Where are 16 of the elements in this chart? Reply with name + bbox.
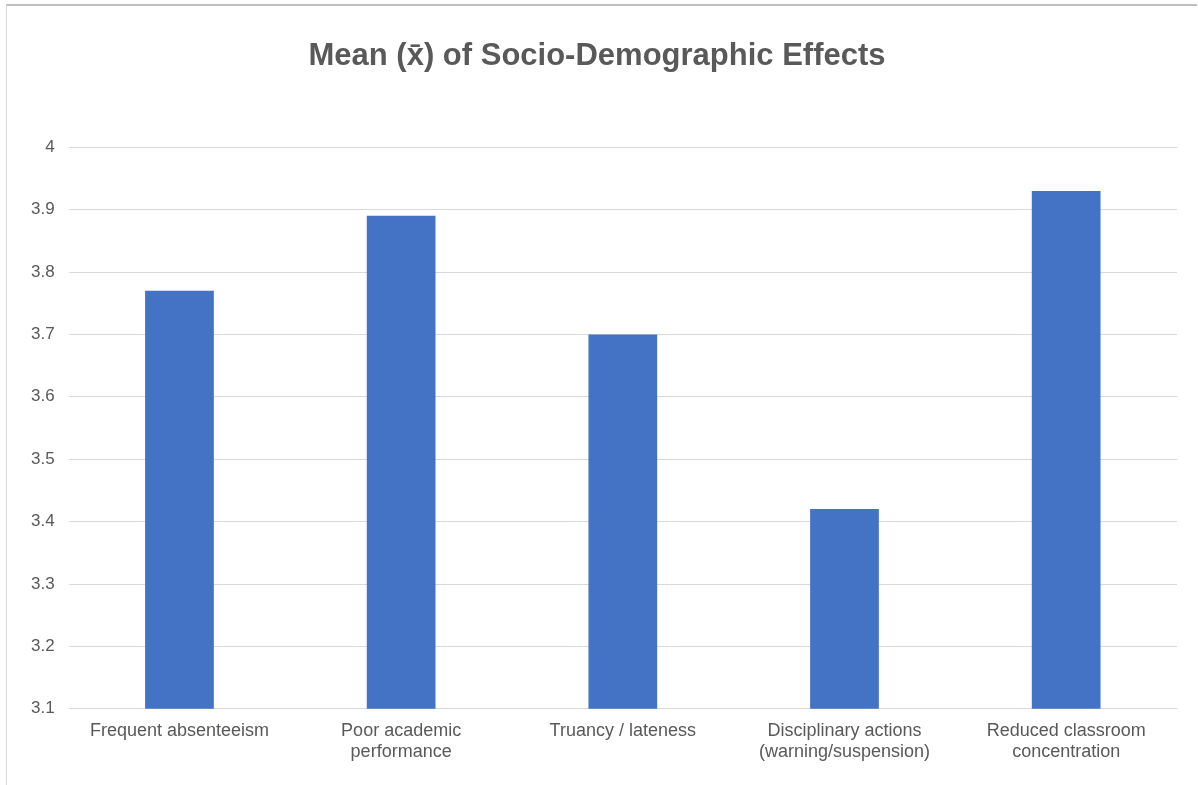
y-tick-label: 3.3	[30, 573, 55, 593]
y-tick-label: 3.4	[30, 511, 55, 531]
x-tick-label: Poor academic performance	[341, 719, 462, 762]
y-tick-label: 4	[45, 136, 55, 156]
y-tick-label: 3.8	[30, 261, 55, 281]
x-tick-label: Reduced classroom concentration	[986, 719, 1146, 762]
chart-title: Mean (x̄) of Socio-Demographic Effects	[308, 37, 886, 73]
x-tick-label: Frequent absenteeism	[89, 719, 270, 740]
y-tick-label: 3.2	[30, 636, 55, 656]
x-tick-label: Truancy / lateness	[549, 719, 697, 740]
y-tick-label: 3.6	[30, 386, 55, 406]
y-tick-label: 3.7	[30, 324, 55, 344]
x-tick-label: Disciplinary actions (warning/suspension)	[758, 719, 931, 762]
y-tick-label: 3.5	[30, 448, 55, 468]
y-tick-label: 3.9	[30, 199, 55, 219]
y-tick-label: 3.1	[30, 698, 55, 718]
